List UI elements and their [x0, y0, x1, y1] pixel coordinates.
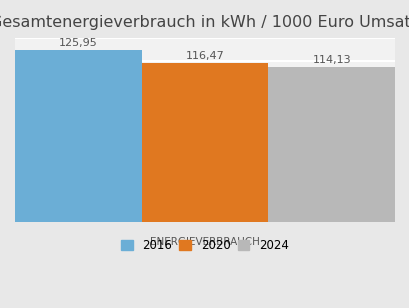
Text: 116,47: 116,47 — [185, 51, 224, 61]
Bar — [15, 51, 142, 222]
Bar — [267, 67, 394, 222]
Legend: 2016, 2020, 2024: 2016, 2020, 2024 — [116, 234, 293, 257]
Text: ENERGIEVERBRAUCH: ENERGIEVERBRAUCH — [150, 237, 259, 247]
Title: Gesamtenergieverbrauch in kWh / 1000 Euro Umsatz: Gesamtenergieverbrauch in kWh / 1000 Eur… — [0, 15, 409, 30]
Text: 114,13: 114,13 — [312, 55, 350, 64]
Bar — [142, 63, 267, 222]
Text: 125,95: 125,95 — [59, 38, 97, 48]
